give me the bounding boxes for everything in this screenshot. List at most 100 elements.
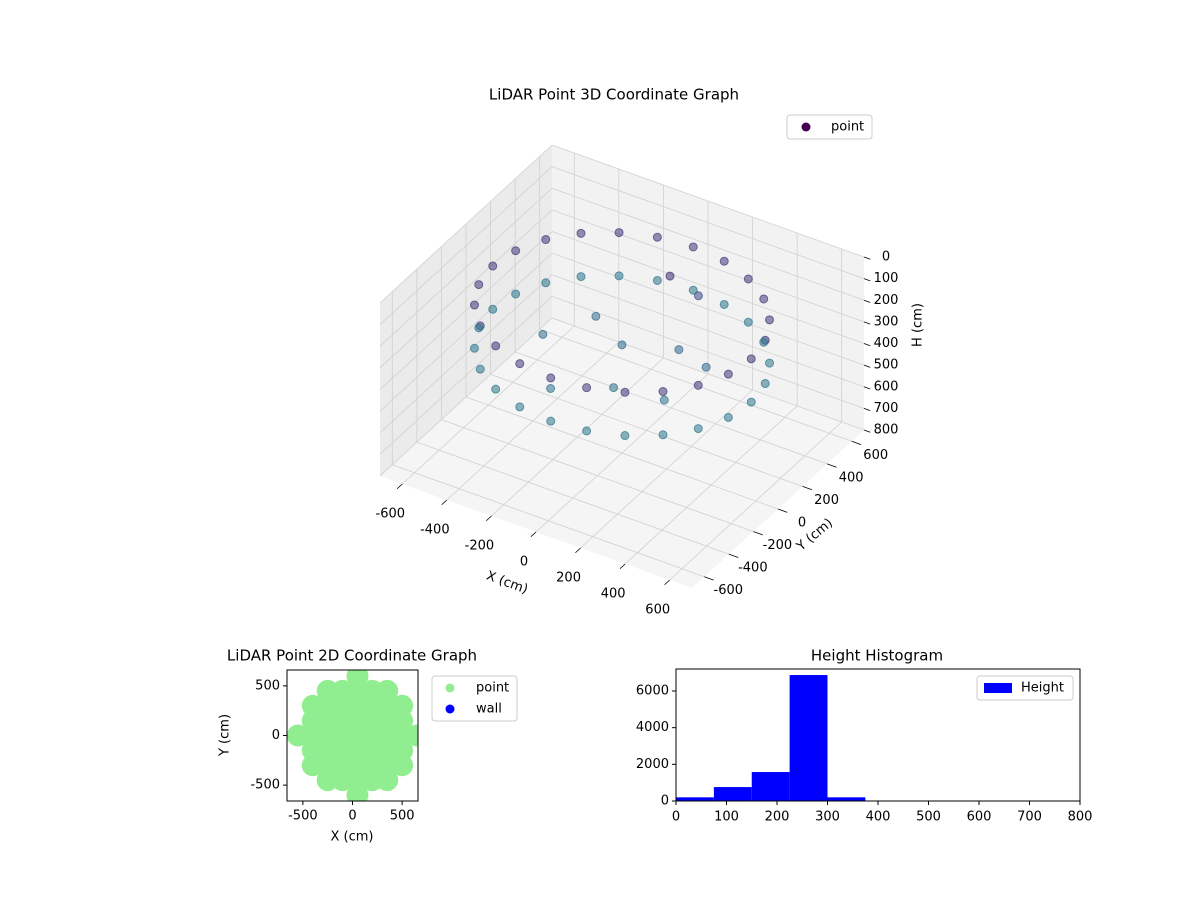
point (693, 380, 703, 390)
point (541, 278, 551, 288)
x-tick-label: 0 (672, 810, 680, 825)
x-axis-label: X (cm) (331, 830, 374, 845)
point (406, 724, 418, 747)
y-tick (753, 531, 763, 536)
point (688, 242, 698, 252)
x-tick-label: 800 (1068, 810, 1093, 825)
point (743, 274, 753, 284)
z-tick (863, 321, 871, 325)
grid-line (551, 274, 865, 388)
y-tick (777, 508, 788, 513)
grid-line (379, 252, 553, 412)
y-tick (802, 486, 813, 491)
y-tick-label: -600 (714, 583, 744, 598)
point (469, 343, 479, 353)
z-tick (863, 407, 871, 411)
y-tick-label: 400 (839, 470, 864, 485)
point (491, 384, 501, 394)
grid-line (379, 209, 553, 369)
point (665, 271, 675, 281)
y-tick-label: 2000 (636, 757, 669, 772)
legend-marker (445, 683, 455, 693)
x-tick (485, 515, 492, 522)
point (614, 271, 624, 281)
legend-label: point (831, 120, 864, 135)
point (546, 416, 556, 426)
point (759, 337, 769, 347)
z-tick-label: 700 (874, 401, 899, 416)
grid-line (379, 274, 553, 434)
bar (676, 797, 714, 801)
point (546, 384, 556, 394)
point (541, 235, 551, 245)
x-tick-label: 700 (1017, 810, 1042, 825)
x-tick-label: 500 (390, 809, 415, 824)
grid-line (379, 317, 553, 477)
point (652, 232, 662, 242)
grid-line (465, 396, 779, 510)
point (475, 364, 485, 374)
z-tick-label: 400 (874, 336, 899, 351)
point (659, 395, 669, 405)
x-tick-label: 500 (916, 810, 941, 825)
x-tick-label: 200 (765, 810, 790, 825)
z-tick-label: 800 (874, 423, 899, 438)
x-tick-label: 400 (601, 587, 626, 602)
point (620, 431, 630, 441)
point (723, 369, 733, 379)
x-tick (664, 579, 670, 586)
point (546, 373, 556, 383)
point (576, 228, 586, 238)
plot-area (287, 670, 418, 801)
z-tick-label: 600 (874, 379, 899, 394)
y-tick-label: 0 (661, 794, 669, 809)
grid-line (379, 166, 553, 325)
grid-line (551, 209, 865, 323)
y-tick-label: 200 (814, 493, 839, 508)
x-tick-label: 100 (714, 810, 739, 825)
legend-marker (445, 704, 455, 714)
point (746, 354, 756, 364)
legend-marker (801, 122, 811, 132)
grid-line (379, 187, 553, 347)
grid-line (379, 144, 553, 304)
point (614, 228, 624, 238)
point (391, 694, 414, 717)
point (511, 246, 521, 256)
bar (827, 797, 866, 801)
y-tick (704, 576, 714, 581)
grid-line (515, 351, 828, 465)
grid-line (551, 144, 865, 258)
x-tick-label: -400 (420, 523, 450, 538)
x-tick (575, 547, 581, 554)
point (759, 294, 769, 304)
point (376, 679, 399, 702)
chart-title: LiDAR Point 3D Coordinate Graph (489, 86, 739, 104)
x-tick (396, 483, 403, 490)
z-tick (863, 278, 871, 282)
point (719, 256, 729, 266)
point (474, 323, 484, 333)
grid-line (551, 317, 865, 431)
point (515, 359, 525, 369)
point (620, 387, 630, 397)
y-tick-label: 0 (798, 516, 806, 531)
point (488, 261, 498, 271)
z-tick-label: 0 (882, 250, 890, 265)
z-tick-label: 500 (874, 358, 899, 373)
x-tick-label: -500 (288, 809, 318, 824)
y-tick-label: 4000 (636, 720, 669, 735)
legend-label: wall (476, 702, 502, 717)
point (723, 412, 733, 422)
legend-swatch (984, 683, 1012, 693)
z-tick (863, 429, 871, 433)
x-tick (619, 563, 626, 570)
point (760, 379, 770, 389)
point (346, 670, 369, 687)
grid-line (441, 419, 754, 532)
x-tick-label: 300 (815, 810, 840, 825)
grid-line (416, 441, 729, 555)
z-tick-label: 200 (874, 293, 899, 308)
z-axis-label: H (cm) (911, 303, 926, 347)
